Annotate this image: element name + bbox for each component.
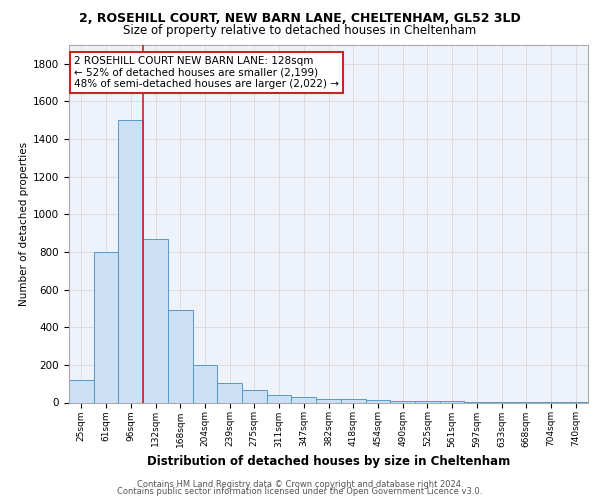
Bar [390,400,415,402]
Bar [69,380,94,402]
Bar [242,390,267,402]
Text: Contains public sector information licensed under the Open Government Licence v3: Contains public sector information licen… [118,487,482,496]
Bar [267,395,292,402]
Text: Contains HM Land Registry data © Crown copyright and database right 2024.: Contains HM Land Registry data © Crown c… [137,480,463,489]
Bar [341,399,365,402]
Bar [292,397,316,402]
Bar [143,239,168,402]
Bar [415,401,440,402]
X-axis label: Distribution of detached houses by size in Cheltenham: Distribution of detached houses by size … [147,455,510,468]
Text: 2 ROSEHILL COURT NEW BARN LANE: 128sqm
← 52% of detached houses are smaller (2,1: 2 ROSEHILL COURT NEW BARN LANE: 128sqm ←… [74,56,339,89]
Bar [118,120,143,402]
Bar [193,365,217,403]
Y-axis label: Number of detached properties: Number of detached properties [19,142,29,306]
Bar [217,382,242,402]
Bar [94,252,118,402]
Text: 2, ROSEHILL COURT, NEW BARN LANE, CHELTENHAM, GL52 3LD: 2, ROSEHILL COURT, NEW BARN LANE, CHELTE… [79,12,521,26]
Bar [168,310,193,402]
Text: Size of property relative to detached houses in Cheltenham: Size of property relative to detached ho… [124,24,476,37]
Bar [365,400,390,402]
Bar [316,398,341,402]
